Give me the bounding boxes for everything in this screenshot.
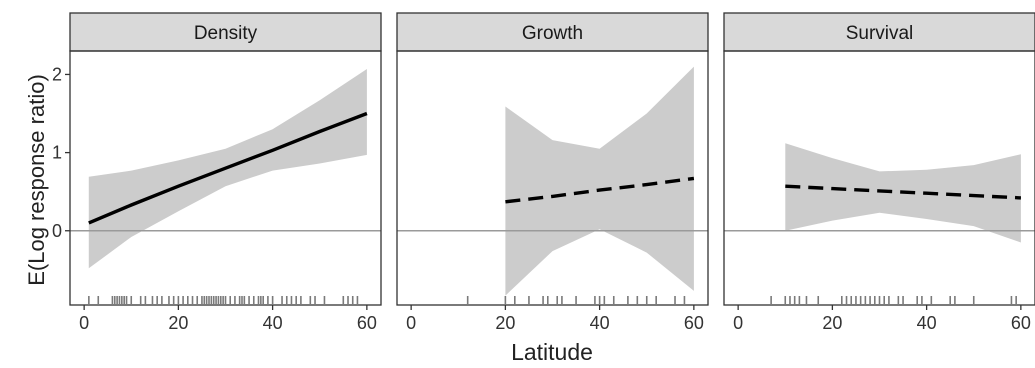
x-tick-label: 20 <box>168 313 188 333</box>
x-tick-label: 0 <box>79 313 89 333</box>
x-tick-label: 60 <box>684 313 704 333</box>
rug-density <box>88 296 359 304</box>
strip-density <box>69 12 382 52</box>
panel-survival: Survival 0 20 40 60 <box>723 12 1035 333</box>
rug-survival <box>770 296 1017 304</box>
x-tick-label: 40 <box>917 313 937 333</box>
panels-layer: Density 0 20 40 60 0 1 2 Growth 0 20 40 60 Survival 0 2… <box>52 12 1035 333</box>
y-tick-label: 1 <box>52 143 62 163</box>
x-tick-label: 60 <box>357 313 377 333</box>
y-tick-label: 0 <box>52 221 62 241</box>
x-tick-label: 40 <box>590 313 610 333</box>
strip-label-density: Density <box>194 23 258 44</box>
panel-density: Density 0 20 40 60 0 1 2 <box>52 12 382 333</box>
panel-border-survival <box>723 50 1035 306</box>
fit-line-density <box>88 111 368 225</box>
strip-label-survival: Survival <box>846 23 914 44</box>
x-tick-label: 20 <box>495 313 515 333</box>
x-tick-label: 0 <box>733 313 743 333</box>
ribbon-growth <box>505 66 694 296</box>
fit-line-growth <box>505 176 695 204</box>
x-tick-label: 0 <box>406 313 416 333</box>
y-axis-title: E(Log response ratio) <box>24 74 49 286</box>
x-tick-label: 40 <box>263 313 283 333</box>
x-tick-label: 20 <box>822 313 842 333</box>
strip-growth <box>396 12 709 52</box>
panel-border-growth <box>396 50 709 306</box>
x-axis-title: Latitude <box>511 339 593 365</box>
panel-growth: Growth 0 20 40 60 <box>396 12 709 333</box>
fit-line-survival <box>785 184 1021 200</box>
y-tick-label: 2 <box>52 64 62 84</box>
strip-label-growth: Growth <box>522 23 583 44</box>
x-tick-label: 60 <box>1011 313 1031 333</box>
rug-growth <box>466 296 686 304</box>
strip-survival <box>723 12 1035 52</box>
panel-border-density <box>69 50 382 306</box>
